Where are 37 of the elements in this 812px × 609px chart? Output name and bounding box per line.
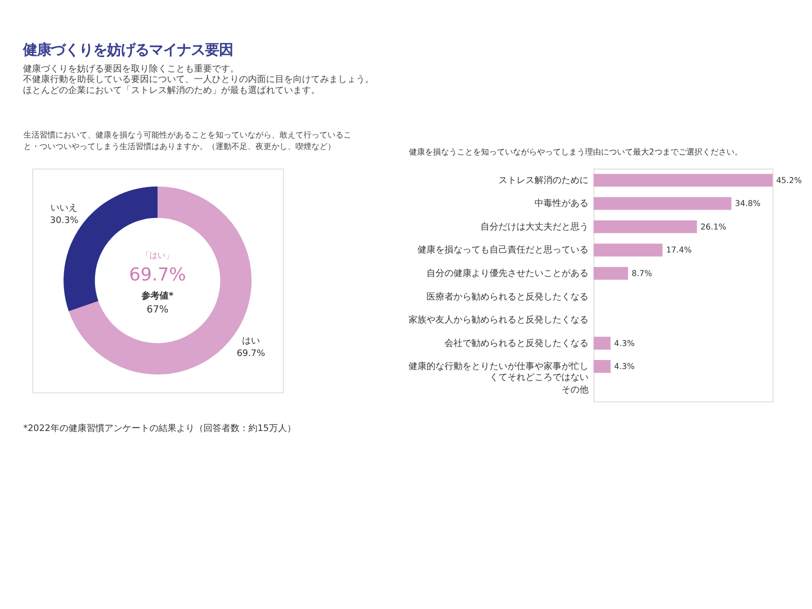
- y-tick-label: 家族や友人から勧められると反発したくなる: [408, 314, 589, 326]
- bar: [594, 244, 662, 256]
- y-tick-label: 医療者から勧められると反発したくなる: [426, 291, 589, 302]
- y-tick-label: 自分だけは大丈夫だと思う: [480, 221, 589, 232]
- slice-label: はい: [242, 336, 260, 346]
- data-label: 34.8%: [734, 199, 761, 208]
- bar: [594, 266, 628, 280]
- text: 生活習慣において、健康を損なう可能性があることを知っていながら、敢えて行っていること・ついついやってしまう生活習慣はありますか。（運動不足、夜更かし、喫煙など）: [23, 130, 352, 151]
- y-tick-label: 健康的な行動をとりたいが仕事や家事が忙しくてそれどころではない: [408, 361, 589, 383]
- text: 67%: [146, 304, 168, 316]
- chart-title: 健康を損なうことを知っていながらやってしまう理由について最大2つまでご選択ください。: [409, 147, 742, 156]
- chart-title: 健康づくりを妨げるマイナス要因: [22, 41, 233, 58]
- bar: [594, 220, 697, 234]
- y-tick-label: 自分の健康より優先させたいことがある: [426, 268, 589, 280]
- bar: [594, 174, 773, 187]
- chart-subtitle: 健康づくりを妨げる要因を取り除くことも重要です。不健康行動を助長している要因について、一人ひとりの内面に目を向けてみましょう。ほとんどの企業において「ストレス解消のため」が最も選ばれています。: [22, 63, 374, 96]
- bar: [594, 197, 732, 210]
- y-tick-label: ストレス解消のために: [498, 174, 589, 186]
- bar: [594, 360, 611, 373]
- text: 参考値*: [140, 290, 174, 302]
- data-label: 17.4%: [666, 246, 692, 255]
- data-label: 4.3%: [614, 338, 635, 348]
- data-label: 30.3%: [50, 216, 78, 226]
- text: 69.7%: [129, 264, 186, 286]
- data-label: 4.3%: [614, 362, 635, 372]
- y-tick-label: その他: [562, 384, 589, 396]
- data-label: 8.7%: [632, 269, 652, 278]
- y-tick-label: 健康を損なっても自己責任だと思っている: [418, 244, 589, 256]
- y-tick-label: 会社で勧められると反発したくなる: [444, 338, 589, 349]
- data-label: 69.7%: [236, 348, 266, 359]
- data-label: 26.1%: [700, 222, 726, 232]
- text: 「はい」: [142, 251, 174, 260]
- y-tick-label: 中毒性がある: [534, 198, 589, 210]
- slice-label: いいえ: [50, 203, 78, 214]
- text: *2022年の健康習慣アンケートの結果より（回答者数：約15万人）: [23, 422, 296, 434]
- bar: [594, 336, 611, 350]
- data-label: 45.2%: [776, 176, 802, 185]
